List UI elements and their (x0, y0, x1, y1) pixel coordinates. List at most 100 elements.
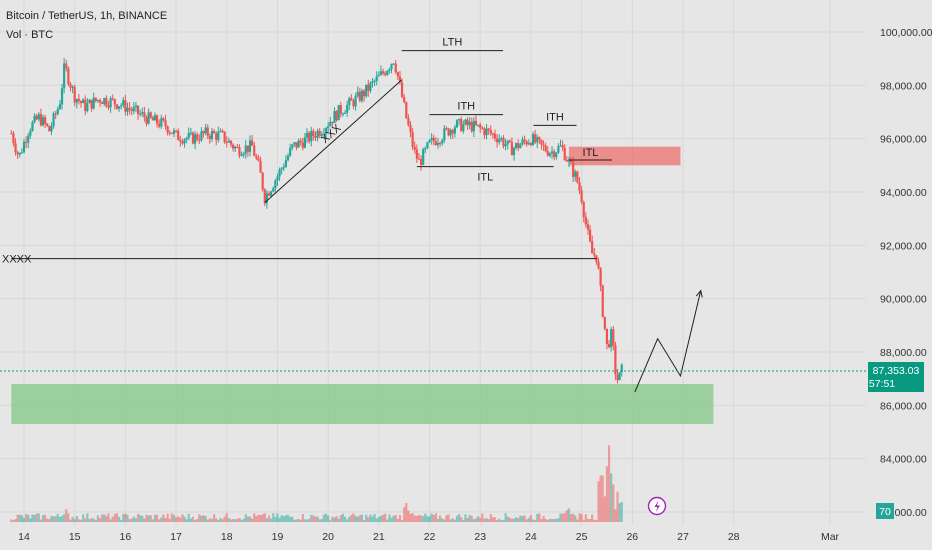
candle-body (185, 137, 188, 140)
candle-body (20, 152, 23, 154)
candle-body (453, 127, 456, 134)
candle-body (12, 133, 15, 144)
volume-bar (506, 516, 509, 522)
candle-body (493, 133, 497, 139)
volume-bar (481, 513, 484, 522)
candle-body (565, 160, 568, 162)
candle-body (278, 169, 281, 177)
candle-body (432, 137, 435, 142)
candle-body (75, 99, 78, 103)
volume-bar (246, 516, 249, 522)
volume-bar (75, 515, 78, 522)
volume-bar (588, 519, 592, 522)
volume-bar (147, 515, 150, 522)
volume-bar (54, 516, 57, 522)
volume-bar (16, 514, 19, 522)
volume-bar (96, 515, 100, 522)
volume-bar (544, 518, 547, 522)
candle-body (65, 63, 68, 69)
candle-body (170, 132, 173, 134)
volume-bar (483, 518, 486, 522)
volume-bar (162, 514, 165, 522)
candle-body (10, 133, 13, 135)
candle-body (434, 141, 437, 145)
candle-body (413, 146, 416, 150)
volume-bar (496, 520, 499, 522)
volume-bar (179, 517, 182, 522)
candle-body (483, 128, 486, 136)
volume-bar (396, 518, 399, 522)
candle-body (485, 128, 488, 136)
volume-bar (498, 518, 501, 522)
candle-body (474, 120, 478, 126)
volume-bar (607, 445, 611, 522)
candle-body (557, 146, 560, 153)
candle-body (360, 90, 364, 101)
volume-bar (111, 516, 114, 522)
candle-body (101, 102, 104, 105)
candle-body (238, 147, 241, 156)
volume-bar (375, 518, 378, 522)
candle-body (240, 155, 243, 157)
candle-body (502, 137, 505, 147)
volume-bar (204, 516, 207, 522)
volume-bar (210, 518, 214, 522)
candle-body (529, 143, 533, 145)
volume-bar (284, 515, 288, 522)
candle-body (472, 120, 475, 132)
candle-body (50, 126, 53, 132)
lightning-icon[interactable] (647, 496, 667, 516)
x-tick-label: 17 (170, 531, 182, 543)
candle-body (470, 121, 473, 132)
volume-bar (149, 515, 152, 522)
volume-bar (145, 514, 148, 522)
candle-body (276, 176, 279, 181)
candle-body (430, 137, 433, 141)
volume-bar (460, 517, 463, 522)
volume-bar (472, 519, 475, 522)
candle-body (166, 126, 169, 133)
candle-body (208, 135, 211, 139)
candle-body (58, 104, 62, 110)
axes: 82,000.0084,000.0086,000.0088,000.0090,0… (18, 27, 932, 543)
volume-bar (90, 518, 93, 522)
candle-body (468, 121, 471, 126)
volume-bar (232, 519, 235, 522)
volume-bar (445, 515, 448, 522)
candle-body (614, 345, 617, 375)
candle-body (405, 102, 408, 119)
volume-bar (447, 514, 450, 522)
volume-bar (477, 516, 480, 522)
candle-body (375, 76, 378, 81)
volume-bar (559, 513, 562, 522)
volume-bar (105, 516, 108, 522)
volume-bar (339, 515, 342, 522)
volume-bar (33, 514, 36, 522)
candle-body (455, 120, 459, 128)
candle-body (274, 180, 277, 189)
volume-bar (620, 502, 623, 522)
annotation-label: ITH (546, 111, 564, 123)
candle-body (132, 107, 135, 112)
volume-bar (534, 519, 537, 522)
volume-bar (291, 516, 294, 522)
volume-bar (540, 519, 543, 522)
candle-body (284, 160, 288, 168)
volume-bar (504, 513, 507, 522)
candle-body (367, 84, 370, 91)
candle-body (297, 140, 300, 148)
volume-bar (386, 519, 389, 522)
candle-body (582, 202, 585, 218)
candle-body (348, 98, 351, 105)
candle-body (147, 112, 150, 124)
candle-body (263, 189, 266, 204)
volume-bar (50, 516, 53, 522)
candle-body (124, 100, 127, 112)
candle-body (63, 63, 66, 89)
volume-bar (170, 513, 173, 522)
volume-bar (409, 513, 412, 522)
candle-body (67, 68, 70, 85)
candle-body (193, 134, 197, 144)
volume-bar (582, 520, 585, 522)
